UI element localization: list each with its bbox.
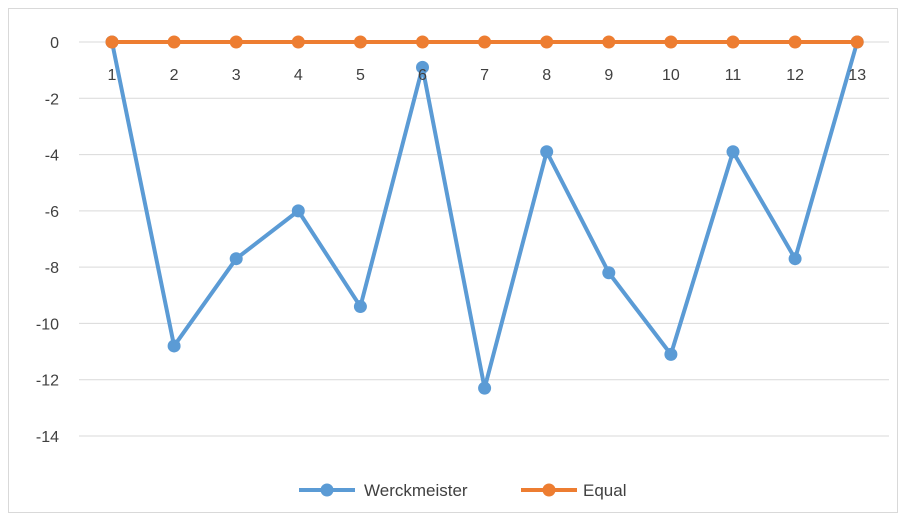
data-point <box>602 35 616 49</box>
x-tick-label: 12 <box>786 67 804 84</box>
data-point <box>602 266 616 280</box>
y-tick-label: -4 <box>45 148 59 165</box>
data-point <box>788 252 802 266</box>
y-axis-tick-labels: 0 -2 -4 -6 -8 -10 -12 -14 <box>36 35 59 446</box>
line-chart: 0-2-4-6-8-10-12-14 1 2 3 4 5 6 7 8 9 10 11 12 13 Wer… <box>36 35 889 500</box>
y-tick-label: -2 <box>45 91 59 108</box>
x-tick-label: 8 <box>542 67 551 84</box>
series-equal <box>105 35 864 49</box>
data-point <box>229 35 243 49</box>
y-tick-label: -14 <box>36 429 59 446</box>
chart-frame: 0 -2 -4 -6 -8 -10 -12 -14 1 2 3 4 5 6 7 8 9 10 11 12 13 Wer… <box>8 8 898 513</box>
x-tick-label: 2 <box>170 67 179 84</box>
legend-item-equal: Equal <box>521 481 626 500</box>
data-point <box>353 300 367 314</box>
data-point <box>416 35 429 49</box>
data-point <box>416 60 429 74</box>
series-lines <box>105 35 864 395</box>
x-axis-tick-labels: 1 2 3 4 5 6 7 8 9 10 11 12 13 <box>108 67 867 84</box>
data-point <box>540 35 554 49</box>
y-tick-label: -8 <box>45 260 59 277</box>
x-tick-label: 10 <box>662 67 680 84</box>
x-tick-label: 11 <box>725 67 742 84</box>
data-point <box>664 35 678 49</box>
data-point <box>478 35 492 49</box>
gridlines <box>79 41 889 437</box>
data-point <box>353 35 367 49</box>
y-tick-label: -12 <box>36 373 59 390</box>
legend-item-werckmeister: Werckmeister <box>299 481 468 500</box>
x-tick-label: 4 <box>294 67 303 84</box>
legend-swatch-marker <box>320 483 334 497</box>
x-tick-label: 13 <box>848 67 866 84</box>
x-tick-label: 3 <box>232 67 241 84</box>
data-point <box>229 252 243 266</box>
x-tick-label: 9 <box>604 67 613 84</box>
data-point <box>167 35 181 49</box>
y-tick-label: -6 <box>45 204 59 221</box>
data-point <box>540 145 554 159</box>
data-point <box>726 145 740 159</box>
x-tick-label: 7 <box>480 67 489 84</box>
series-werckmeister <box>105 35 864 395</box>
data-point <box>850 35 864 49</box>
data-point <box>291 35 305 49</box>
data-point <box>478 381 492 395</box>
legend-swatch-marker <box>542 483 556 497</box>
legend-label: Equal <box>583 481 626 500</box>
y-tick-label: -10 <box>36 316 59 333</box>
x-tick-label: 6 <box>418 67 427 84</box>
series-line <box>110 41 860 391</box>
data-point <box>664 347 678 361</box>
legend-label: Werckmeister <box>364 481 468 500</box>
x-tick-label: 1 <box>108 67 117 84</box>
data-point <box>167 339 181 353</box>
data-point <box>105 35 119 49</box>
data-point <box>788 35 802 49</box>
x-tick-label: 5 <box>356 67 365 84</box>
y-tick-label: 0 <box>50 35 59 52</box>
legend: Werckmeister Equal <box>299 481 626 500</box>
data-point <box>726 35 740 49</box>
data-point <box>291 204 305 218</box>
